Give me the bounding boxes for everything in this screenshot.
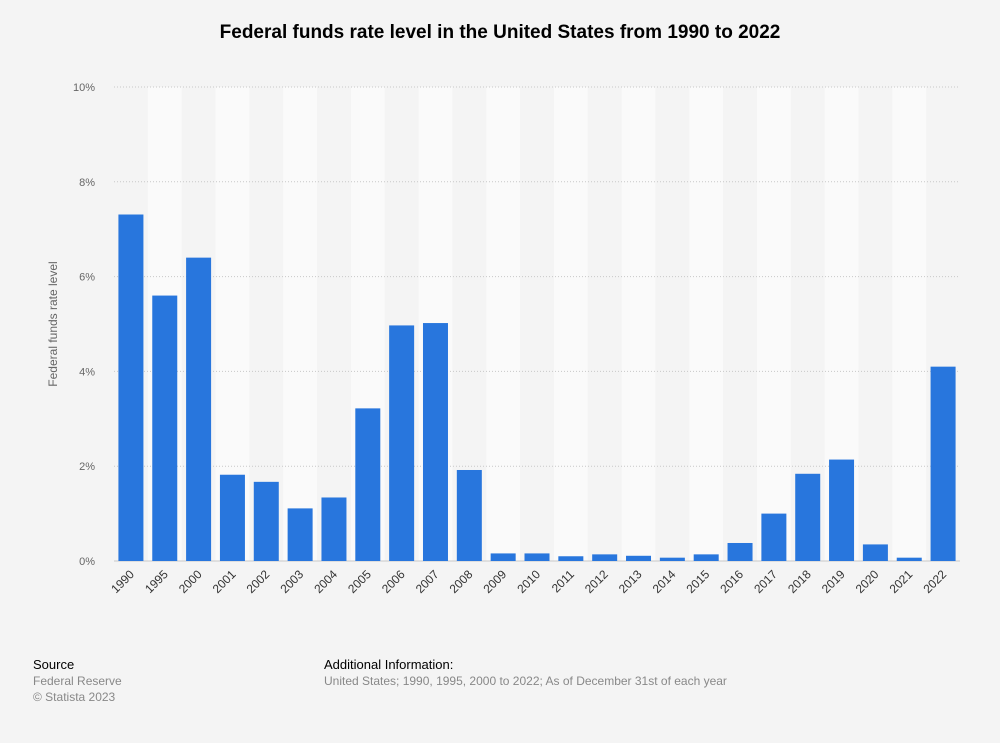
bar: [659, 557, 685, 561]
column-band: [689, 87, 724, 561]
bar: [896, 557, 922, 561]
bar: [693, 554, 719, 561]
x-tick-label: 2009: [480, 567, 509, 596]
bar: [795, 473, 821, 561]
bar: [829, 459, 855, 561]
bar: [253, 481, 279, 561]
additional-info-block: Additional Information: United States; 1…: [324, 657, 727, 689]
bar: [592, 554, 618, 561]
x-tick-label: 2007: [413, 567, 442, 596]
bar: [422, 323, 448, 561]
bar: [152, 295, 178, 561]
bar: [118, 214, 144, 562]
y-tick-label: 2%: [79, 461, 95, 473]
x-tick-label: 2005: [345, 567, 374, 596]
y-tick-label: 4%: [79, 366, 95, 378]
bar: [930, 366, 956, 561]
source-heading: Source: [33, 657, 75, 672]
copyright-text[interactable]: © Statista 2023: [33, 690, 116, 704]
x-tick-label: 2012: [582, 567, 611, 596]
x-tick-label: 2014: [650, 567, 679, 596]
bar: [186, 257, 212, 561]
bar: [761, 513, 787, 561]
x-tick-label: 2018: [785, 567, 814, 596]
x-tick-label: 2022: [920, 567, 949, 596]
x-tick-label: 2002: [244, 567, 273, 596]
bar: [219, 474, 245, 561]
x-tick-label: 1995: [142, 567, 171, 596]
bar: [321, 497, 347, 561]
bar: [558, 556, 584, 561]
bar: [490, 553, 516, 561]
x-tick-label: 2011: [549, 567, 577, 595]
column-band: [621, 87, 656, 561]
additional-info-heading: Additional Information:: [324, 657, 454, 672]
bar: [389, 325, 415, 561]
bar: [862, 544, 888, 561]
source-block: Source Federal Reserve © Statista 2023: [33, 657, 122, 705]
x-tick-label: 2010: [514, 567, 543, 596]
y-tick-label: 10%: [73, 82, 95, 94]
x-tick-label: 2000: [176, 567, 205, 596]
bar: [456, 469, 482, 561]
additional-info-text: United States; 1990, 1995, 2000 to 2022;…: [324, 674, 727, 688]
x-tick-label: 2020: [853, 567, 882, 596]
x-tick-label: 2016: [717, 567, 746, 596]
column-band: [486, 87, 521, 561]
x-tick-label: 2021: [887, 567, 916, 596]
y-tick-label: 0%: [79, 556, 95, 568]
x-tick-label: 2013: [616, 567, 645, 596]
y-tick-label: 8%: [79, 177, 95, 189]
column-band: [756, 87, 791, 561]
x-tick-label: 2017: [751, 567, 780, 596]
x-tick-label: 2015: [684, 567, 713, 596]
x-tick-label: 1990: [108, 567, 137, 596]
y-tick-label: 6%: [79, 272, 95, 284]
x-tick-labels: 1990 1995 2000 2001 2002 2003 2004 2005 2006 2007…: [108, 567, 949, 596]
column-band: [283, 87, 318, 561]
chart-title: Federal funds rate level in the United S…: [219, 22, 781, 43]
x-tick-label: 2006: [379, 567, 408, 596]
bar: [355, 408, 381, 561]
y-tick-labels: 0% 2% 4% 6% 8% 10%: [73, 82, 95, 568]
bars: [118, 214, 956, 562]
column-band: [892, 87, 927, 561]
x-tick-label: 2003: [277, 567, 306, 596]
x-tick-label: 2008: [447, 567, 476, 596]
bar: [524, 553, 550, 561]
source-text[interactable]: Federal Reserve: [33, 674, 122, 688]
x-tick-label: 2019: [819, 567, 848, 596]
x-tick-label: 2004: [311, 567, 340, 596]
bar: [727, 542, 753, 561]
bar: [287, 508, 313, 561]
column-band: [553, 87, 588, 561]
bar: [626, 555, 652, 561]
x-tick-label: 2001: [210, 567, 239, 596]
